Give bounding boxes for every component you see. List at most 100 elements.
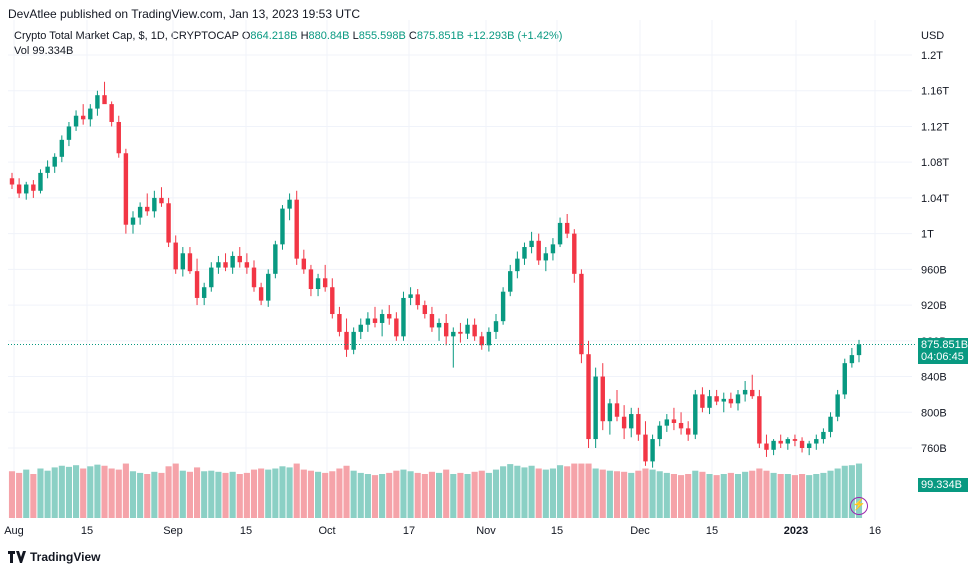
volume-bar	[585, 463, 592, 518]
volume-bar	[613, 471, 621, 518]
candle-body	[73, 115, 79, 127]
candle-body	[500, 291, 506, 322]
volume-bar	[642, 468, 649, 518]
volume-bar	[158, 472, 165, 518]
candle-body	[187, 253, 193, 272]
candle-body	[643, 434, 648, 462]
volume-bar	[58, 465, 65, 518]
candle-body	[88, 108, 93, 120]
candle-body	[9, 178, 15, 185]
volume-bar	[535, 468, 542, 518]
candle-body	[828, 416, 833, 432]
volume-bar	[742, 471, 749, 518]
volume-bar	[322, 472, 329, 518]
lightning-icon[interactable]: ⚡	[850, 497, 868, 515]
tradingview-footer[interactable]: TradingView	[8, 550, 100, 564]
symbol-name[interactable]: Crypto Total Market Cap, $, 1D, CRYPTOCA…	[14, 30, 239, 42]
y-tick-label: 1.04T	[921, 193, 949, 205]
y-tick-label: 800B	[921, 407, 947, 419]
volume-bar	[279, 466, 286, 518]
x-tick-label: 15	[551, 525, 563, 537]
volume-legend: Vol 99.334B	[14, 45, 73, 57]
candle-body	[59, 139, 65, 157]
volume-bar	[500, 466, 507, 518]
volume-bar	[443, 469, 450, 518]
candle-body	[230, 255, 235, 268]
high-label: H	[300, 30, 309, 42]
candle-body	[771, 440, 776, 450]
candle-body	[273, 244, 278, 274]
candle-body	[166, 203, 171, 243]
volume-bar	[564, 466, 571, 518]
volume-bar	[571, 463, 578, 518]
volume-bar	[65, 466, 72, 518]
volume-bar	[137, 472, 144, 518]
candle-body	[180, 253, 186, 270]
volume-bar	[713, 475, 720, 518]
candle-body	[678, 422, 684, 429]
volume-bar	[521, 467, 528, 518]
candle-body	[301, 258, 307, 270]
price-axis[interactable]: 1.2T1.16T1.12T1.08T1.04T1T960B920B880B84…	[921, 50, 949, 455]
candle-body	[401, 297, 406, 337]
candle-body	[130, 217, 136, 225]
volume-bar	[293, 463, 300, 518]
volume-bar	[315, 471, 322, 518]
currency-label[interactable]: USD	[921, 30, 945, 42]
y-tick-label: 1T	[921, 229, 934, 241]
volume-bar	[108, 468, 115, 518]
candle-body	[849, 355, 855, 364]
candle-body	[322, 278, 328, 288]
candle-body	[45, 166, 50, 173]
candle-body	[564, 222, 570, 234]
candle-body	[458, 331, 463, 334]
candle-body	[465, 324, 470, 334]
candle-body	[728, 398, 734, 404]
candle-body	[337, 314, 342, 332]
candle-body	[835, 394, 840, 417]
candle-body	[792, 439, 798, 441]
volume-bar	[457, 472, 464, 518]
volume-bar	[186, 471, 193, 518]
candle-body	[579, 273, 584, 355]
candle-body	[785, 439, 791, 444]
candle-body	[159, 197, 164, 204]
candle-body	[201, 287, 207, 298]
volume-bar	[507, 464, 514, 518]
volume-bar	[784, 474, 791, 518]
volume-value: 99.334B	[32, 45, 74, 57]
candle-body	[387, 314, 392, 319]
candle-body	[451, 331, 456, 337]
volume-bar	[329, 471, 336, 518]
candle-body	[109, 104, 114, 122]
close-value: 875.851B	[416, 30, 464, 42]
volume-bar	[258, 468, 265, 518]
volume-bar	[300, 469, 307, 518]
bar-countdown: 04:06:45	[921, 351, 964, 363]
candle-body	[308, 269, 314, 290]
volume-bar	[791, 475, 798, 518]
time-axis[interactable]: Aug 15 Sep 15 Oct 17 Nov 15 Dec 15 2023 16	[4, 525, 881, 537]
volume-bar	[172, 463, 179, 518]
x-tick-label: 16	[869, 525, 881, 537]
y-tick-label: 1.12T	[921, 121, 949, 133]
candle-body	[24, 184, 29, 194]
x-tick-label: 17	[403, 525, 415, 537]
volume-bar	[450, 474, 457, 518]
volume-bar	[855, 463, 863, 518]
change-value: +12.293B (+1.42%)	[467, 30, 563, 42]
tradingview-logo-icon	[8, 551, 26, 563]
candle-body	[95, 95, 100, 109]
volume-bar	[848, 465, 855, 518]
candle-body	[66, 126, 72, 140]
volume-bar	[73, 465, 80, 518]
volume-bar	[670, 474, 677, 518]
volume-bar	[635, 470, 642, 518]
candle-body	[750, 389, 755, 397]
candle-body	[52, 156, 57, 167]
volume-bar	[492, 469, 500, 518]
volume-bar	[30, 474, 37, 518]
candle-body	[266, 273, 271, 301]
volume-bar	[813, 474, 820, 518]
